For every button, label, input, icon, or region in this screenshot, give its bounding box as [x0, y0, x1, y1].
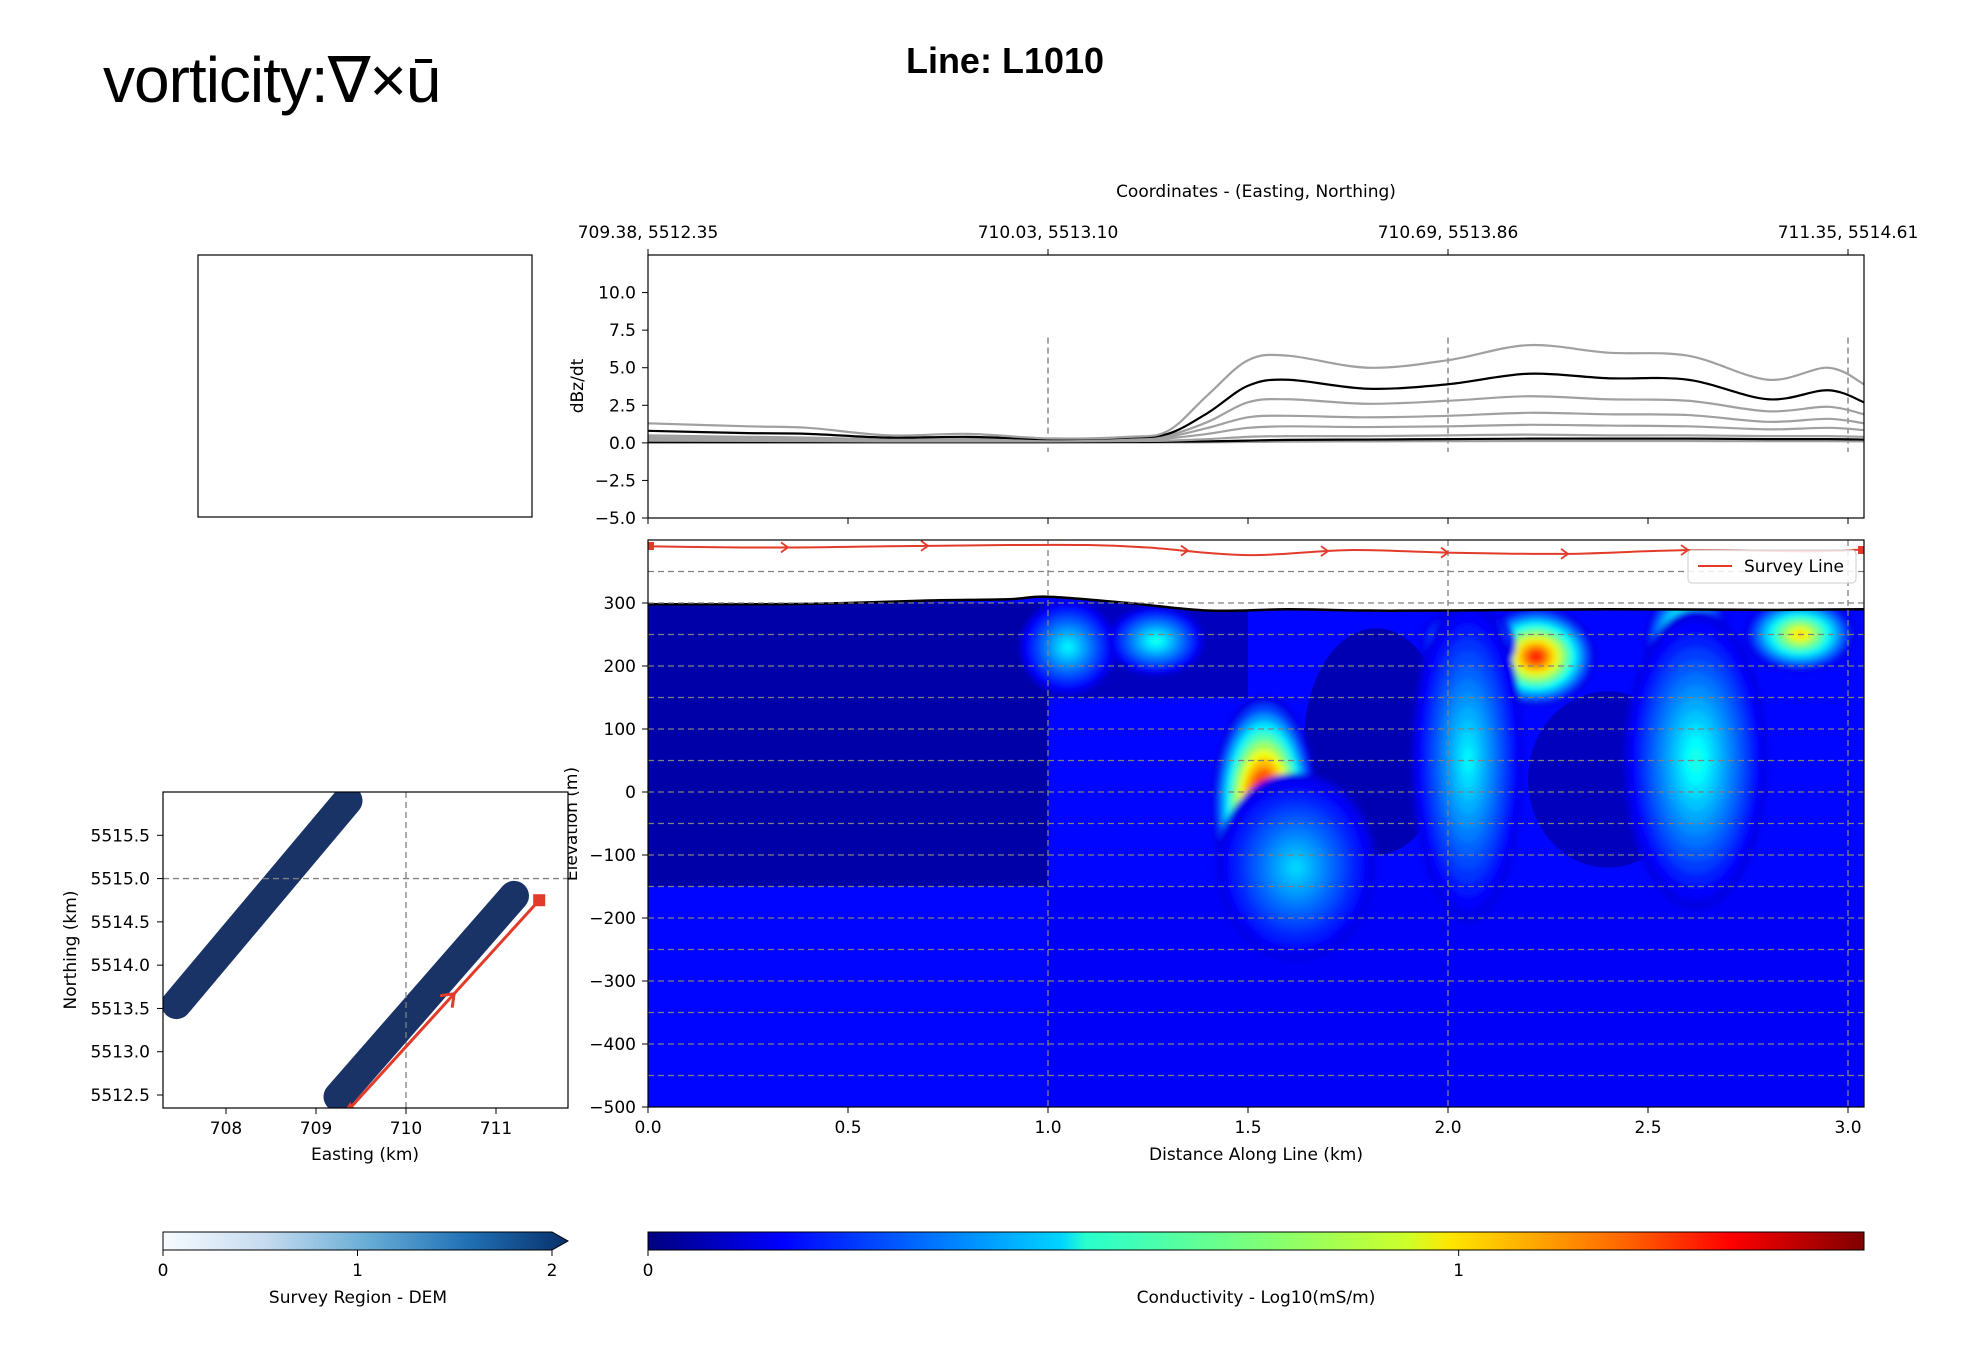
dem-survey-strip	[163, 792, 363, 1020]
decay-series-line	[648, 395, 1864, 441]
map-x-tick-label: 709	[300, 1119, 332, 1139]
map-survey-arrow	[439, 991, 456, 1008]
brand-logo: vorticity:∇×ū	[103, 44, 440, 116]
section-y-tick-label: 300	[604, 594, 636, 614]
dem-colorbar: 0 1 2 Survey Region - DEM	[158, 1231, 570, 1308]
map-survey-end-marker	[533, 894, 546, 907]
map-survey-start-marker	[346, 1102, 354, 1108]
conductivity-anomaly	[1064, 643, 1072, 652]
blank-inset-panel	[197, 254, 533, 518]
survey-direction-arrow	[1320, 545, 1330, 557]
section-y-tick-label: 200	[604, 657, 636, 677]
legend-survey-line: Survey Line	[1744, 557, 1844, 577]
map-y-tick-label: 5513.0	[91, 1043, 150, 1063]
section-x-tick-label: 2.0	[1434, 1118, 1461, 1138]
survey-line-start-marker	[648, 542, 654, 550]
decay-plot-frame	[647, 254, 1865, 519]
map-y-tick-label: 5512.5	[91, 1086, 150, 1106]
dem-survey-strip	[323, 880, 529, 1108]
map-y-label: Northing (km)	[61, 891, 81, 1010]
conductivity-colorbar-label: Conductivity - Log10(mS/m)	[1137, 1288, 1376, 1308]
conductivity-colorbar-tick-label: 0	[643, 1261, 654, 1281]
conductivity-colorbar: 0 1 Conductivity - Log10(mS/m)	[643, 1231, 1865, 1308]
decay-y-tick-label: −2.5	[595, 471, 636, 491]
survey-line-path	[648, 543, 1864, 557]
sky-mask	[648, 540, 1864, 611]
decay-y-label: dBz/dt	[568, 358, 588, 413]
survey-direction-arrow	[1440, 546, 1450, 559]
section-y-tick-label: 100	[604, 720, 636, 740]
section-x-tick-label: 1.5	[1234, 1118, 1261, 1138]
decay-y-tick-label: 7.5	[609, 321, 636, 341]
map-y-tick-label: 5513.5	[91, 999, 150, 1019]
section-y-tick-label: −200	[589, 909, 636, 929]
survey-direction-arrow	[780, 541, 790, 554]
conductivity-anomaly	[1690, 747, 1702, 774]
section-y-tick-label: −100	[589, 846, 636, 866]
top-coordinate-ticks: 709.38, 5512.35 710.03, 5513.10 710.69, 55…	[578, 223, 1919, 255]
page-title: Line: L1010	[906, 40, 1104, 81]
dem-colorbar-tick-label: 1	[352, 1261, 363, 1281]
decay-y-tick-label: 10.0	[598, 284, 636, 304]
section-low-zone	[648, 603, 1048, 887]
conductivity-anomaly	[1289, 859, 1303, 876]
section-y-tick-label: −400	[589, 1035, 636, 1055]
section-x-tick-label: 3.0	[1834, 1118, 1861, 1138]
conductivity-colorbar-tick-label: 1	[1453, 1261, 1464, 1281]
decay-y-tick-label: −5.0	[595, 509, 636, 529]
survey-direction-arrow	[1680, 544, 1690, 556]
section-x-label: Distance Along Line (km)	[1149, 1145, 1363, 1165]
section-plot-frame	[647, 539, 1865, 1108]
top-axis-label: Coordinates - (Easting, Northing)	[1116, 182, 1396, 202]
dem-colorbar-label: Survey Region - DEM	[269, 1288, 447, 1308]
decay-panel: Coordinates - (Easting, Northing) 709.38…	[568, 182, 1918, 529]
section-x-tick-label: 2.5	[1634, 1118, 1661, 1138]
map-y-tick-label: 5514.0	[91, 956, 150, 976]
survey-direction-arrow	[1180, 544, 1190, 557]
map-x-tick-label: 711	[480, 1119, 512, 1139]
conductivity-anomaly	[1152, 637, 1160, 644]
decay-y-ticks: 10.0 7.5 5.0 2.5 0.0 −2.5 −5.0	[595, 284, 648, 529]
section-y-tick-label: 0	[625, 783, 636, 803]
map-x-tick-label: 710	[390, 1119, 422, 1139]
dem-colorbar-tick-label: 2	[547, 1261, 558, 1281]
map-survey-line	[349, 899, 541, 1108]
top-tick-label: 710.69, 5513.86	[1378, 223, 1519, 243]
survey-line-end-marker	[1858, 546, 1864, 554]
decay-y-tick-label: 2.5	[609, 396, 636, 416]
survey-direction-arrow	[920, 540, 930, 552]
map-y-tick-label: 5514.5	[91, 913, 150, 933]
map-panel: 5515.5 5515.0 5514.5 5514.0 5513.5 5513.0 5512…	[61, 791, 569, 1165]
top-tick-label: 709.38, 5512.35	[578, 223, 719, 243]
top-tick-label: 710.03, 5513.10	[978, 223, 1119, 243]
map-y-tick-label: 5515.0	[91, 870, 150, 890]
survey-direction-arrow	[1560, 548, 1570, 560]
decay-y-tick-label: 0.0	[609, 434, 636, 454]
section-x-tick-label: 1.0	[1034, 1118, 1061, 1138]
section-x-tick-label: 0.0	[634, 1118, 661, 1138]
map-plot-frame	[162, 791, 569, 1109]
top-tick-label: 711.35, 5514.61	[1778, 223, 1919, 243]
map-x-label: Easting (km)	[311, 1145, 419, 1165]
map-y-tick-label: 5515.5	[91, 826, 150, 846]
section-panel: 300 200 100 0 −100 −200 −300 −400 −500 0.0 0.5 1.0…	[562, 539, 1865, 1165]
conductivity-anomaly	[1531, 652, 1541, 661]
map-x-tick-label: 708	[210, 1119, 242, 1139]
dem-colorbar-tick-label: 0	[158, 1261, 169, 1281]
decay-series-line	[648, 372, 1864, 441]
decay-y-tick-label: 5.0	[609, 359, 636, 379]
section-y-tick-label: −500	[589, 1098, 636, 1118]
section-legend: Survey Line	[1687, 549, 1857, 584]
section-deep-fill	[1048, 886, 1864, 1107]
section-y-tick-label: −300	[589, 972, 636, 992]
decay-series-line	[648, 343, 1864, 440]
section-x-tick-label: 0.5	[834, 1118, 861, 1138]
